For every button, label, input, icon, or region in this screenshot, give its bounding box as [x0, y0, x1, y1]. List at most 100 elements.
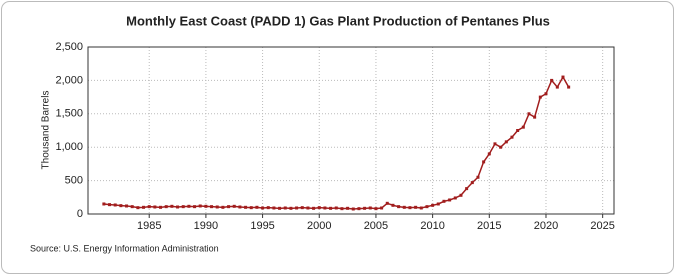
data-point: [487, 152, 491, 156]
x-tick-label: 2000: [307, 220, 331, 232]
data-point: [289, 206, 293, 210]
data-point: [465, 187, 469, 191]
data-point: [567, 85, 571, 89]
data-point: [176, 205, 180, 209]
data-point: [499, 145, 503, 149]
y-tick-label: 2,000: [55, 74, 83, 86]
y-tick-label: 2,500: [55, 41, 83, 53]
x-tick-label: 1990: [194, 220, 218, 232]
data-point: [227, 205, 231, 209]
x-tick-label: 2025: [590, 220, 614, 232]
x-tick-label: 2015: [477, 220, 501, 232]
data-point: [533, 115, 537, 119]
data-point: [266, 206, 270, 210]
data-point: [346, 206, 350, 210]
data-point: [425, 205, 429, 209]
data-point: [164, 205, 168, 209]
y-tick-label: 500: [65, 175, 83, 187]
chart-title: Monthly East Coast (PADD 1) Gas Plant Pr…: [126, 13, 550, 28]
data-point: [419, 206, 423, 210]
data-point: [329, 206, 333, 210]
data-point: [249, 206, 253, 210]
data-point: [340, 207, 344, 211]
data-point: [357, 207, 361, 211]
data-point: [170, 204, 174, 208]
data-point: [317, 206, 321, 210]
data-point: [442, 199, 446, 203]
data-point: [147, 205, 151, 209]
data-point: [210, 205, 214, 209]
data-point: [414, 205, 418, 209]
data-point: [181, 205, 185, 209]
data-point: [238, 205, 242, 209]
data-point: [504, 140, 508, 144]
data-point: [142, 205, 146, 209]
data-point: [544, 92, 548, 96]
data-point: [295, 206, 299, 210]
data-point: [510, 135, 514, 139]
data-point: [470, 181, 474, 185]
plot-area: [88, 47, 614, 214]
data-point: [130, 205, 134, 209]
data-point: [363, 206, 367, 210]
data-point: [521, 125, 525, 129]
data-point: [402, 205, 406, 209]
y-tick-label: 1,500: [55, 108, 83, 120]
data-point: [187, 204, 191, 208]
data-point: [453, 196, 457, 200]
data-point: [391, 203, 395, 207]
data-point: [159, 205, 163, 209]
data-point: [482, 160, 486, 164]
y-axis-label: Thousand Barrels: [41, 91, 52, 170]
x-tick-label: 2010: [420, 220, 444, 232]
data-point: [385, 201, 389, 205]
data-point: [448, 198, 452, 202]
data-point: [102, 202, 106, 206]
y-tick-label: 1,000: [55, 141, 83, 153]
data-point: [255, 205, 259, 209]
data-point: [374, 207, 378, 211]
data-point: [204, 204, 208, 208]
data-point: [198, 204, 202, 208]
data-point: [476, 175, 480, 179]
data-point: [125, 204, 129, 208]
source-note: Source: U.S. Energy Information Administ…: [30, 243, 219, 253]
data-point: [119, 204, 123, 208]
data-point: [221, 205, 225, 209]
data-point: [380, 206, 384, 210]
data-point: [153, 205, 157, 209]
data-point: [555, 85, 559, 89]
data-point: [261, 206, 265, 210]
data-point: [306, 206, 310, 210]
y-tick-label: 0: [77, 208, 83, 220]
data-point: [244, 205, 248, 209]
x-tick-label: 1985: [137, 220, 161, 232]
data-point: [351, 207, 355, 211]
data-point: [550, 78, 554, 82]
data-point: [278, 206, 282, 210]
data-point: [312, 206, 316, 210]
data-point: [538, 95, 542, 99]
data-point: [527, 112, 531, 116]
data-point: [113, 203, 117, 207]
data-point: [283, 206, 287, 210]
x-tick-label: 2020: [534, 220, 558, 232]
data-point: [323, 206, 327, 210]
data-point: [431, 203, 435, 207]
data-point: [436, 202, 440, 206]
data-point: [334, 206, 338, 210]
x-tick-label: 1995: [250, 220, 274, 232]
data-point: [397, 205, 401, 209]
data-point: [215, 205, 219, 209]
data-point: [561, 75, 565, 79]
data-point: [459, 193, 463, 197]
data-point: [300, 206, 304, 210]
data-point: [493, 142, 497, 146]
data-point: [368, 206, 372, 210]
data-point: [108, 203, 112, 207]
data-point: [516, 129, 520, 132]
data-point: [408, 206, 412, 210]
x-tick-label: 2005: [364, 220, 388, 232]
data-point: [272, 206, 276, 210]
